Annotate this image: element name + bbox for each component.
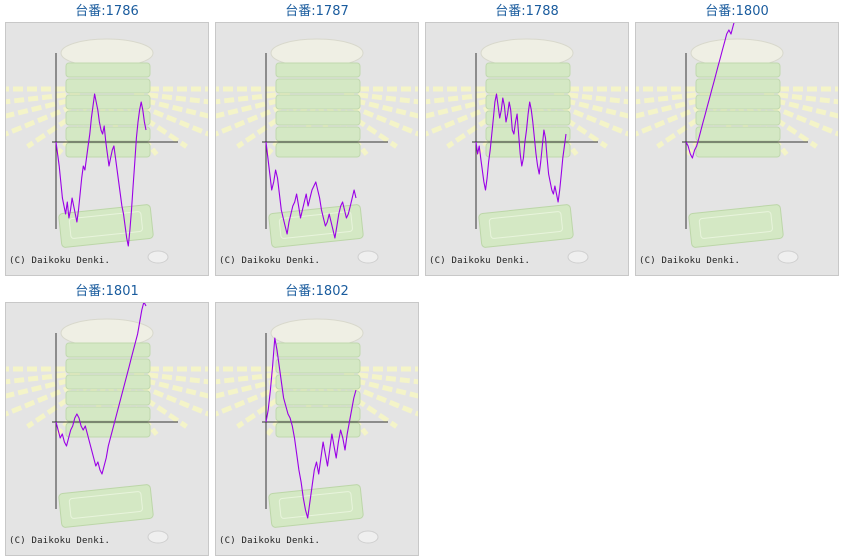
chart-cell-1800: 台番:1800 (C) Daikoku Denki. (635, 2, 839, 276)
series-line (265, 141, 357, 239)
chart-panel[interactable]: (C) Daikoku Denki. (635, 22, 839, 276)
chart-panel[interactable]: (C) Daikoku Denki. (5, 302, 209, 556)
chart-cell-1801: 台番:1801 (C) Daikoku Denki. (5, 282, 209, 556)
chart-plot (6, 38, 208, 264)
chart-panel[interactable]: (C) Daikoku Denki. (215, 302, 419, 556)
chart-cell-1786: 台番:1786 (C) Daikoku Denki. (5, 2, 209, 276)
chart-title[interactable]: 台番:1786 (75, 4, 139, 19)
chart-title[interactable]: 台番:1802 (285, 284, 349, 299)
background-artwork (426, 38, 628, 264)
series-line (265, 337, 357, 519)
copyright-text: (C) Daikoku Denki. (639, 256, 741, 266)
background-artwork (6, 318, 208, 544)
chart-plot (6, 303, 208, 544)
copyright-text: (C) Daikoku Denki. (9, 256, 111, 266)
series-line (475, 93, 567, 203)
copyright-text: (C) Daikoku Denki. (9, 536, 111, 546)
chart-panel[interactable]: (C) Daikoku Denki. (215, 22, 419, 276)
chart-plot (216, 38, 418, 264)
chart-title[interactable]: 台番:1788 (495, 4, 559, 19)
copyright-text: (C) Daikoku Denki. (429, 256, 531, 266)
chart-plot (426, 38, 628, 264)
background-artwork (216, 38, 418, 264)
background-artwork (216, 318, 418, 544)
chart-plot (216, 318, 418, 544)
background-artwork (636, 38, 838, 264)
chart-cell-1802: 台番:1802 (C) Daikoku Denki. (215, 282, 419, 556)
chart-cell-1788: 台番:1788 (C) Daikoku Denki. (425, 2, 629, 276)
series-line (55, 93, 147, 247)
chart-plot (636, 23, 838, 264)
chart-title[interactable]: 台番:1800 (705, 4, 769, 19)
chart-panel[interactable]: (C) Daikoku Denki. (425, 22, 629, 276)
copyright-text: (C) Daikoku Denki. (219, 256, 321, 266)
chart-title[interactable]: 台番:1801 (75, 284, 139, 299)
series-line (55, 303, 147, 475)
chart-cell-1787: 台番:1787 (C) Daikoku Denki. (215, 2, 419, 276)
chart-panel[interactable]: (C) Daikoku Denki. (5, 22, 209, 276)
chart-title[interactable]: 台番:1787 (285, 4, 349, 19)
copyright-text: (C) Daikoku Denki. (219, 536, 321, 546)
series-line (685, 23, 735, 159)
